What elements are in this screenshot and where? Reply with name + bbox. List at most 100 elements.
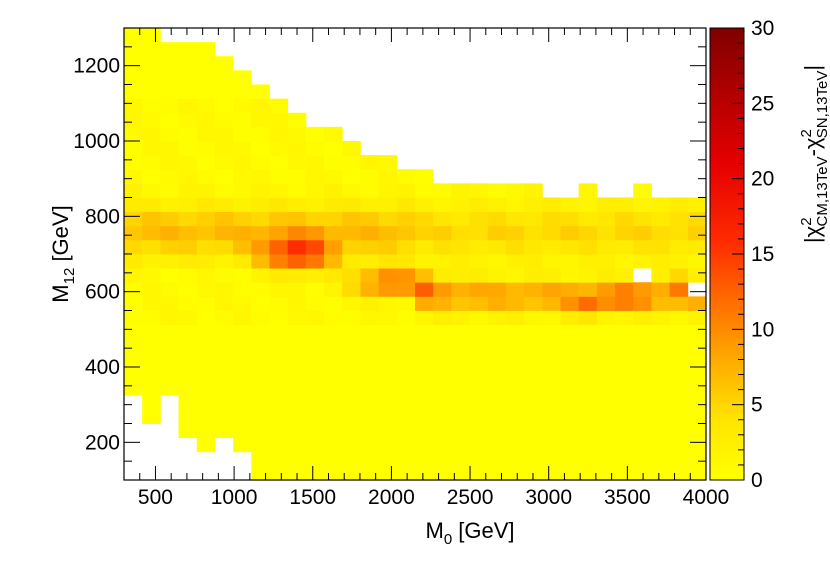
heatmap-cell bbox=[214, 254, 234, 269]
heatmap-cell bbox=[615, 437, 634, 453]
heatmap-cell bbox=[324, 367, 343, 382]
heatmap-cell bbox=[433, 183, 452, 198]
heatmap-cell bbox=[269, 268, 289, 283]
heatmap-cell bbox=[560, 197, 580, 213]
heatmap-cell bbox=[433, 239, 452, 255]
heatmap-cell bbox=[178, 296, 198, 311]
heatmap-cell bbox=[596, 423, 616, 439]
heatmap-cell bbox=[196, 310, 216, 326]
heatmap-cell bbox=[124, 126, 143, 142]
heatmap-cell bbox=[651, 254, 671, 269]
heatmap-cell bbox=[451, 423, 470, 439]
heatmap-cell bbox=[269, 225, 289, 241]
heatmap-cell bbox=[124, 381, 143, 396]
heatmap-cell bbox=[378, 296, 398, 311]
heatmap-cell bbox=[360, 296, 380, 311]
heatmap-cell bbox=[687, 409, 707, 424]
heatmap-cell bbox=[524, 395, 543, 410]
heatmap-cell bbox=[633, 211, 652, 227]
heatmap-cell bbox=[324, 183, 343, 198]
heatmap-cell bbox=[505, 437, 525, 453]
heatmap-cell bbox=[142, 42, 161, 57]
heatmap-cell bbox=[360, 197, 380, 213]
heatmap-cell bbox=[578, 465, 598, 481]
heatmap-cell bbox=[633, 324, 652, 340]
heatmap-cell bbox=[633, 352, 652, 368]
heatmap-cell bbox=[651, 268, 671, 283]
heatmap-cell bbox=[160, 70, 179, 85]
heatmap-cell bbox=[124, 183, 143, 198]
heatmap-cell bbox=[251, 367, 270, 382]
heatmap-cell bbox=[178, 169, 198, 184]
heatmap-cell bbox=[469, 409, 489, 424]
heatmap-cell bbox=[142, 282, 161, 297]
heatmap-cell bbox=[360, 409, 380, 424]
heatmap-cell bbox=[142, 183, 161, 198]
heatmap-cell bbox=[505, 395, 525, 410]
heatmap-cell bbox=[251, 409, 270, 424]
heatmap-cell bbox=[178, 197, 198, 213]
heatmap-cell bbox=[378, 169, 398, 184]
heatmap-cell bbox=[142, 409, 161, 424]
heatmap-cell bbox=[214, 338, 234, 354]
heatmap-cell bbox=[469, 465, 489, 481]
heatmap-cell bbox=[615, 409, 634, 424]
colorbar-tick-label: 0 bbox=[751, 469, 763, 492]
heatmap-cell bbox=[178, 409, 198, 424]
heatmap-cell bbox=[433, 395, 452, 410]
heatmap-cell bbox=[324, 155, 343, 170]
heatmap-cell bbox=[342, 367, 361, 382]
heatmap-cell bbox=[487, 423, 507, 439]
heatmap-cell bbox=[305, 225, 325, 241]
heatmap-cell bbox=[342, 183, 361, 198]
heatmap-cell bbox=[633, 381, 652, 396]
heatmap-cell bbox=[360, 282, 380, 297]
heatmap-cell bbox=[160, 98, 179, 114]
heatmap-cell bbox=[178, 112, 198, 128]
heatmap-cell bbox=[305, 437, 325, 453]
heatmap-cell bbox=[578, 352, 598, 368]
heatmap-cell bbox=[269, 141, 289, 156]
heatmap-cell bbox=[596, 352, 616, 368]
heatmap-cell bbox=[633, 183, 652, 198]
heatmap-cell bbox=[687, 197, 707, 213]
heatmap-cell bbox=[251, 268, 270, 283]
heatmap-cell bbox=[233, 437, 252, 453]
heatmap-cell bbox=[542, 381, 561, 396]
heatmap-cell bbox=[251, 381, 270, 396]
heatmap-cell bbox=[324, 409, 343, 424]
heatmap-cell bbox=[542, 423, 561, 439]
heatmap-cell bbox=[305, 239, 325, 255]
heatmap-cell bbox=[596, 338, 616, 354]
heatmap-cell bbox=[396, 239, 416, 255]
y-tick-label: 600 bbox=[85, 281, 120, 304]
heatmap-cell bbox=[633, 225, 652, 241]
heatmap-cell bbox=[142, 338, 161, 354]
heatmap-cell bbox=[160, 296, 179, 311]
heatmap-cell bbox=[251, 239, 270, 255]
heatmap-cell bbox=[596, 296, 616, 311]
heatmap-cell bbox=[633, 465, 652, 481]
heatmap-cell bbox=[469, 395, 489, 410]
heatmap-cell bbox=[287, 367, 307, 382]
heatmap-cell bbox=[596, 211, 616, 227]
heatmap-cell bbox=[287, 155, 307, 170]
heatmap-cell bbox=[178, 84, 198, 100]
heatmap-cell bbox=[469, 367, 489, 382]
heatmap-cell bbox=[469, 437, 489, 453]
heatmap-cell bbox=[433, 451, 452, 467]
heatmap-cell bbox=[378, 352, 398, 368]
heatmap-cell bbox=[196, 324, 216, 340]
heatmap-cell bbox=[196, 225, 216, 241]
x-tick-label: 500 bbox=[138, 486, 173, 509]
heatmap-cell bbox=[378, 282, 398, 297]
heatmap-cell bbox=[487, 296, 507, 311]
heatmap-cell bbox=[360, 169, 380, 184]
heatmap-cell bbox=[269, 381, 289, 396]
heatmap-cell bbox=[287, 437, 307, 453]
heatmap-cell bbox=[269, 126, 289, 142]
heatmap-cell bbox=[669, 211, 689, 227]
heatmap-cell bbox=[342, 324, 361, 340]
heatmap-cell bbox=[214, 296, 234, 311]
heatmap-cell bbox=[633, 254, 652, 269]
